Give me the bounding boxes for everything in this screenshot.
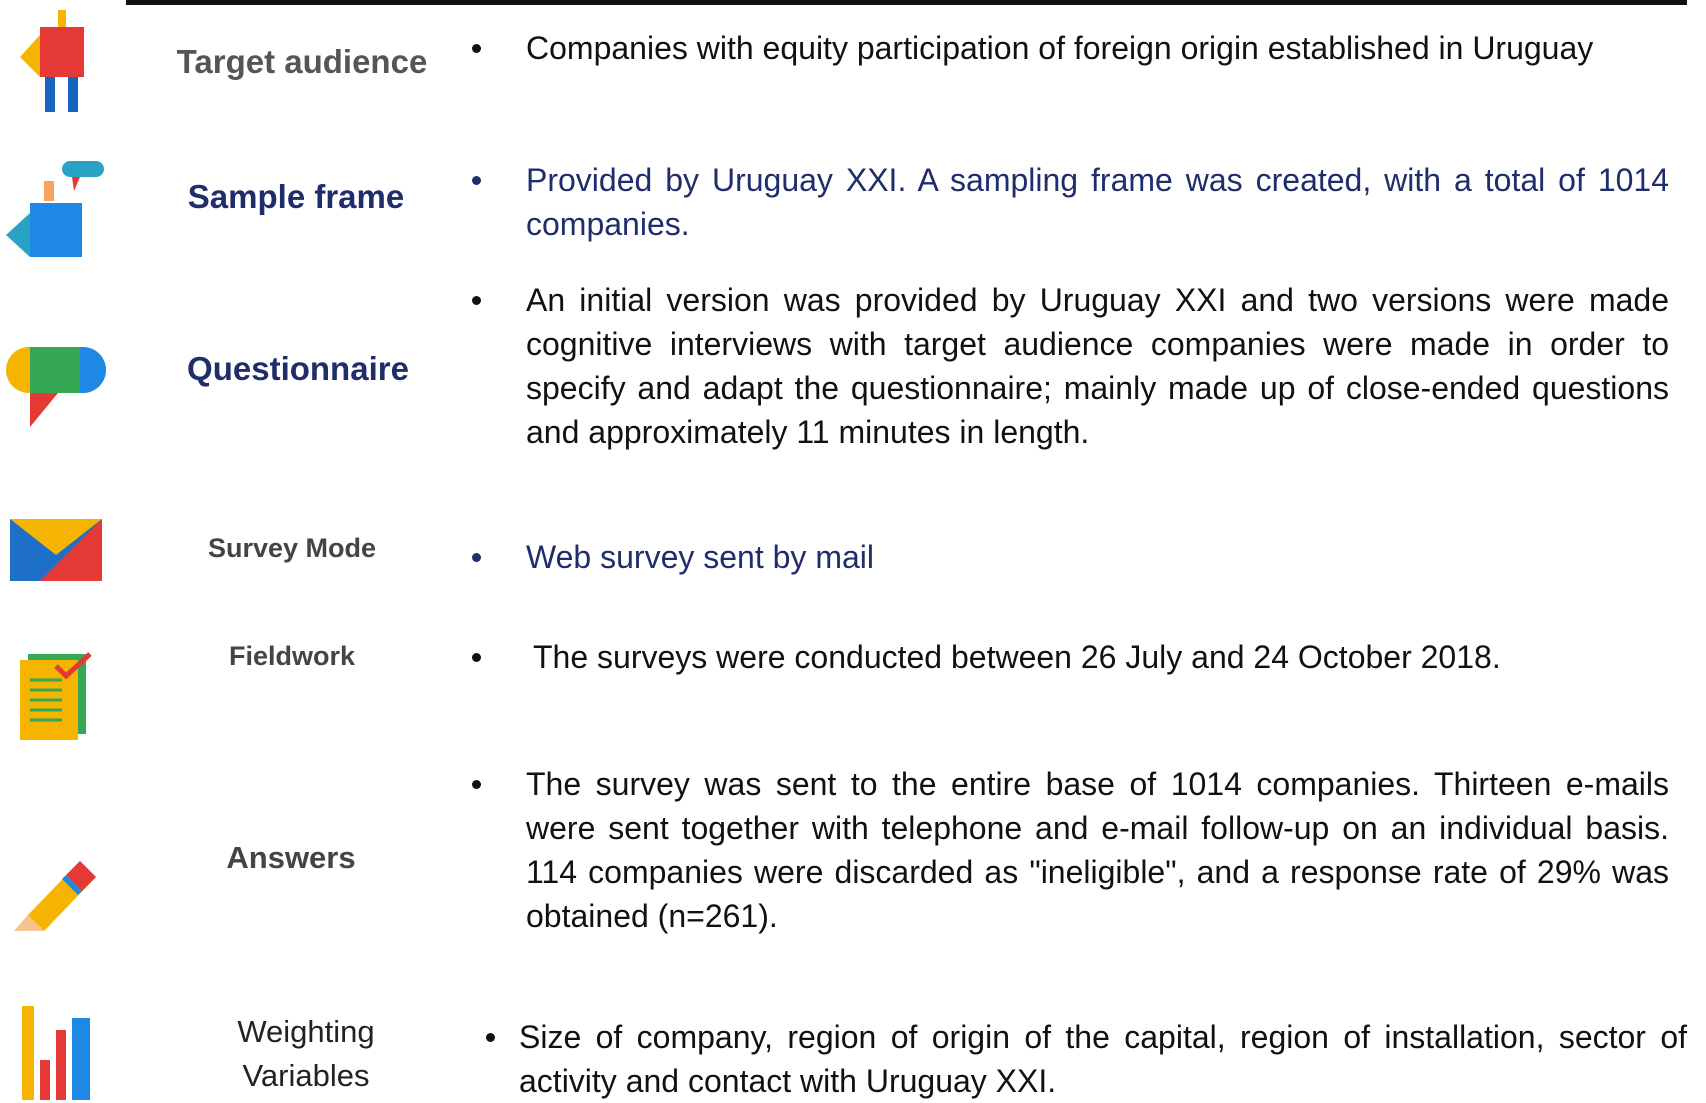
- bullet: [472, 653, 481, 662]
- bullet: [472, 780, 481, 789]
- row-label: Fieldwork: [228, 641, 356, 672]
- row-label: Target audience: [176, 43, 428, 81]
- row-label: Answers: [226, 840, 356, 876]
- bullet: [486, 1033, 495, 1042]
- bullet-text: An initial version was provided by Urugu…: [526, 282, 1669, 450]
- bullet-text: Web survey sent by mail: [526, 539, 874, 575]
- row-label: Survey Mode: [207, 533, 377, 564]
- speech-icon: [6, 347, 106, 427]
- person-icon: [20, 10, 84, 112]
- checklist-icon: [20, 652, 92, 740]
- bullet-text: Provided by Uruguay XXI. A sampling fram…: [526, 162, 1669, 242]
- bullet: [472, 296, 481, 305]
- bullet-text: The survey was sent to the entire base o…: [526, 766, 1669, 934]
- top-rule: [126, 0, 1687, 5]
- bullet: [472, 44, 481, 53]
- row-label: Weighting Variables: [237, 1014, 375, 1093]
- bullet: [472, 176, 481, 185]
- speaker-icon: [6, 161, 104, 257]
- bar-chart-icon: [22, 1006, 90, 1100]
- row-label: Questionnaire: [187, 350, 409, 388]
- pencil-icon: [14, 861, 96, 931]
- bullet: [472, 553, 481, 562]
- row-label: Sample frame: [187, 178, 405, 216]
- bullet-text: Size of company, region of origin of the…: [519, 1019, 1687, 1099]
- mail-icon: [10, 519, 102, 581]
- bullet-text: Companies with equity participation of f…: [526, 30, 1594, 66]
- bullet-text: The surveys were conducted between 26 Ju…: [533, 639, 1501, 675]
